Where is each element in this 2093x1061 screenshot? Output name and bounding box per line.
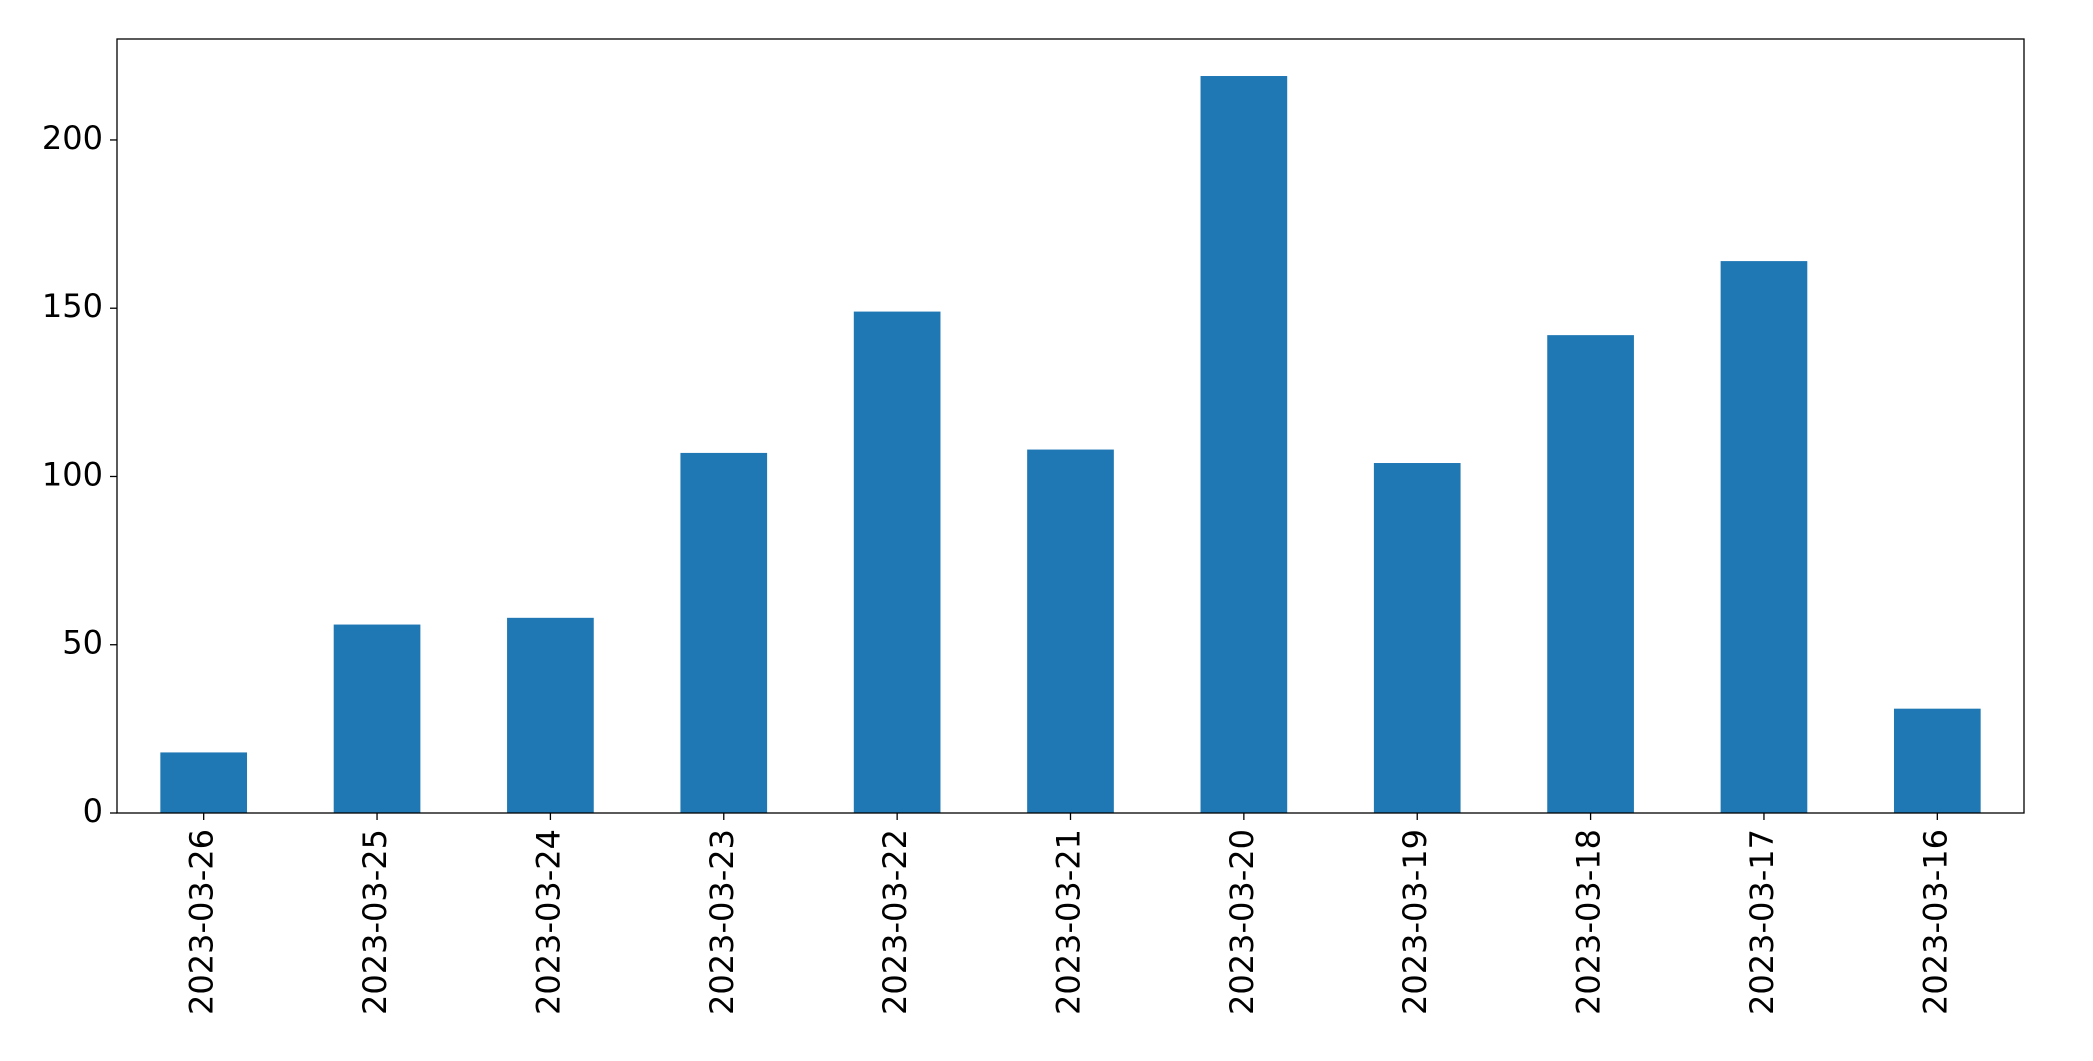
bar (507, 617, 594, 813)
x-tick-label: 2023-03-24 (529, 829, 567, 1015)
bar (1720, 261, 1808, 813)
x-tick-label: 2023-03-21 (1050, 829, 1088, 1015)
y-tick-label: 150 (42, 287, 103, 325)
x-tick-label: 2023-03-18 (1570, 829, 1608, 1015)
x-tick-label: 2023-03-22 (876, 829, 914, 1015)
y-tick-label: 200 (42, 119, 103, 157)
bar (1373, 463, 1461, 813)
plot-frame (116, 38, 2025, 814)
bar (1200, 76, 1288, 813)
bar (160, 752, 248, 813)
y-tick-label: 0 (83, 792, 103, 830)
x-tick-label: 2023-03-17 (1743, 829, 1781, 1015)
bar (1547, 335, 1634, 813)
y-tick-label: 50 (62, 624, 103, 662)
x-tick-label: 2023-03-26 (183, 829, 221, 1015)
bar (680, 452, 768, 813)
bar (1027, 449, 1114, 813)
bar (333, 624, 421, 813)
x-tick-label: 2023-03-25 (356, 829, 394, 1015)
x-tick-label: 2023-03-20 (1223, 829, 1261, 1015)
y-tick-label: 100 (42, 455, 103, 493)
bar (853, 311, 941, 813)
bar (1893, 708, 1981, 813)
x-tick-label: 2023-03-19 (1396, 829, 1434, 1015)
x-tick-label: 2023-03-23 (703, 829, 741, 1015)
x-tick-label: 2023-03-16 (1916, 829, 1954, 1015)
